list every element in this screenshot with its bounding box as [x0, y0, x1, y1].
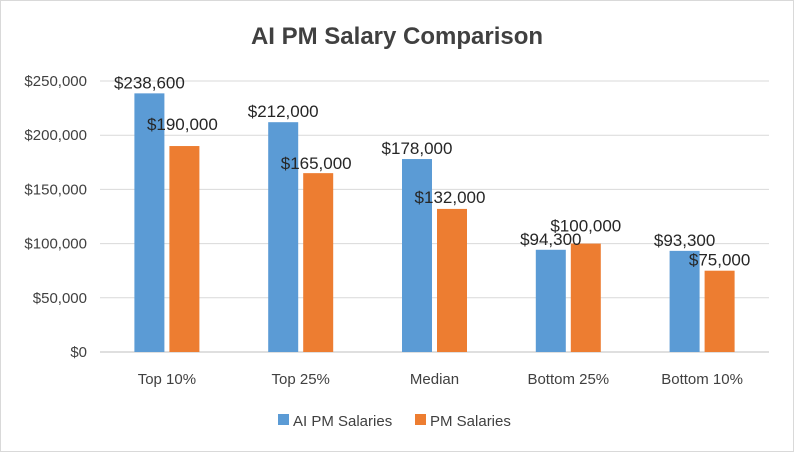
legend: AI PM Salaries PM Salaries — [278, 413, 511, 430]
gridlines — [100, 80, 769, 353]
data-label: $75,000 — [689, 251, 750, 270]
data-label: $100,000 — [550, 217, 621, 236]
data-label: $165,000 — [281, 154, 352, 173]
x-tick-label: Top 25% — [272, 371, 330, 388]
bar — [437, 208, 467, 352]
y-tick-label: $250,000 — [24, 73, 87, 90]
bar — [303, 173, 334, 352]
data-labels: $238,600 $190,000 $212,000 $165,000 $178,000… — [114, 73, 750, 269]
x-tick-label: Median — [410, 371, 459, 388]
data-label: $212,000 — [248, 102, 319, 121]
x-axis-ticks: Top 10% Top 25% Median Bottom 25% Bottom 10% — [138, 371, 743, 388]
bar — [570, 243, 601, 352]
data-label: $93,300 — [654, 231, 715, 250]
chart-title: AI PM Salary Comparison — [251, 23, 543, 50]
legend-swatch — [415, 414, 426, 425]
y-tick-label: $200,000 — [24, 127, 87, 144]
bar — [169, 146, 200, 352]
bar — [134, 93, 165, 352]
y-tick-label: $100,000 — [24, 236, 87, 253]
x-tick-label: Top 10% — [138, 371, 196, 388]
data-label: $132,000 — [415, 188, 486, 207]
legend-label: AI PM Salaries — [293, 413, 392, 430]
bar — [704, 270, 735, 352]
data-label: $178,000 — [382, 139, 453, 158]
y-axis-ticks: $0 $50,000 $100,000 $150,000 $200,000 $250,00… — [24, 73, 87, 361]
bar — [402, 159, 432, 352]
bar — [669, 250, 700, 352]
y-tick-label: $0 — [70, 344, 87, 361]
legend-label: PM Salaries — [430, 413, 511, 430]
y-tick-label: $50,000 — [33, 290, 87, 307]
bar — [268, 122, 299, 352]
data-label: $94,300 — [520, 230, 581, 249]
bar — [535, 249, 566, 352]
data-label: $238,600 — [114, 73, 185, 92]
data-label: $190,000 — [147, 115, 218, 134]
y-tick-label: $150,000 — [24, 181, 87, 198]
x-tick-label: Bottom 25% — [527, 371, 609, 388]
bars — [134, 93, 735, 352]
legend-swatch — [278, 414, 289, 425]
x-tick-label: Bottom 10% — [661, 371, 743, 388]
